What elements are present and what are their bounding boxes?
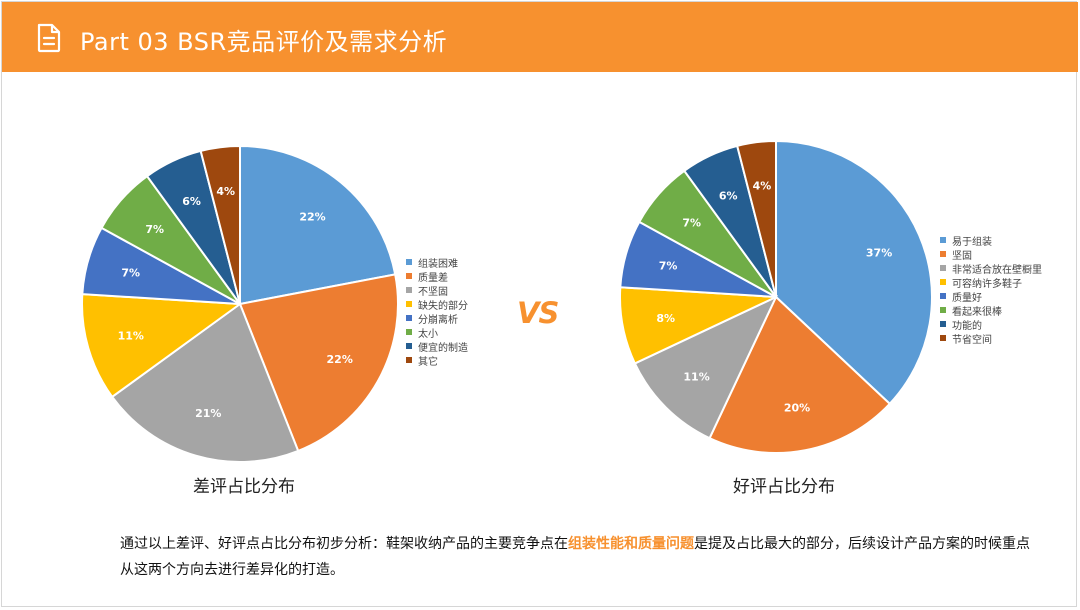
legend-item: 功能的 bbox=[940, 317, 1042, 332]
legend-label: 分崩离析 bbox=[418, 314, 458, 326]
legend-swatch bbox=[406, 357, 412, 363]
legend-item: 坚固 bbox=[940, 247, 1042, 262]
pie-slice bbox=[239, 144, 397, 306]
slice-label: 4% bbox=[753, 180, 772, 193]
legend-swatch bbox=[406, 301, 412, 307]
legend-label: 质量差 bbox=[418, 272, 448, 284]
legend-item: 质量好 bbox=[940, 289, 1042, 304]
legend-item: 易于组装 bbox=[940, 233, 1042, 248]
legend-label: 功能的 bbox=[952, 320, 982, 332]
legend-swatch bbox=[406, 315, 412, 321]
legend-swatch bbox=[406, 287, 412, 293]
slice-label: 6% bbox=[182, 195, 201, 208]
legend-item: 分崩离析 bbox=[406, 311, 468, 326]
legend-item: 非常适合放在壁橱里 bbox=[940, 261, 1042, 276]
slice-label: 37% bbox=[866, 246, 892, 259]
slice-label: 11% bbox=[683, 370, 709, 383]
legend-item: 便宜的制造 bbox=[406, 339, 468, 354]
legend-swatch bbox=[940, 251, 946, 257]
vs-label: VS bbox=[517, 296, 559, 330]
legend-label: 质量好 bbox=[952, 292, 982, 304]
pie-slice bbox=[735, 139, 777, 298]
legend-swatch bbox=[940, 307, 946, 313]
chart-caption-positive: 好评占比分布 bbox=[733, 477, 835, 497]
legend-label: 易于组装 bbox=[952, 236, 992, 248]
header-bar: Part 03 BSR竞品评价及需求分析 bbox=[2, 2, 1078, 72]
legend-swatch bbox=[406, 329, 412, 335]
legend-label: 坚固 bbox=[952, 250, 972, 262]
pie-slice bbox=[199, 144, 241, 305]
legend-swatch bbox=[406, 273, 412, 279]
pie-slice bbox=[775, 139, 933, 406]
pie-slice bbox=[238, 273, 399, 453]
slice-label: 20% bbox=[784, 401, 810, 414]
legend-label: 非常适合放在壁橱里 bbox=[952, 264, 1042, 276]
summary-highlight: 组装性能和质量问题 bbox=[568, 536, 694, 552]
slice-label: 11% bbox=[118, 330, 144, 343]
legend-item: 太小 bbox=[406, 325, 468, 340]
slice-label: 7% bbox=[121, 266, 140, 279]
legend-item: 组装困难 bbox=[406, 255, 468, 270]
legend-label: 节省空间 bbox=[952, 334, 992, 346]
slice-label: 21% bbox=[195, 407, 221, 420]
slice-label: 22% bbox=[327, 353, 353, 366]
legend-swatch bbox=[940, 321, 946, 327]
summary-after: 是提及占比最大的部分，后续设计产品方案的时候重点从这两个方向去进行差异化的打造。 bbox=[120, 536, 1030, 578]
legend-swatch bbox=[406, 343, 412, 349]
legend-label: 缺失的部分 bbox=[418, 300, 468, 312]
slice-label: 7% bbox=[659, 260, 678, 273]
legend-item: 其它 bbox=[406, 353, 468, 368]
legend-item: 看起来很棒 bbox=[940, 303, 1042, 318]
page-title: Part 03 BSR竞品评价及需求分析 bbox=[80, 28, 448, 56]
chart-caption-negative: 差评占比分布 bbox=[193, 477, 295, 497]
legend-positive: 易于组装坚固非常适合放在壁橱里 可容纳许多鞋子 质量好看起来很棒功能的节省空间 bbox=[940, 233, 1042, 346]
legend-swatch bbox=[406, 259, 412, 265]
legend-swatch bbox=[940, 237, 946, 243]
pie-slice bbox=[633, 294, 779, 440]
slice-label: 6% bbox=[719, 189, 738, 202]
legend-negative: 组装困难质量差不坚固缺失的部分分崩离析太小便宜的制造其它 bbox=[406, 255, 468, 368]
legend-item: 缺失的部分 bbox=[406, 297, 468, 312]
summary-before: 通过以上差评、好评点占比分布初步分析：鞋架收纳产品的主要竞争点在 bbox=[120, 536, 568, 552]
legend-swatch bbox=[940, 279, 946, 285]
legend-item: 质量差 bbox=[406, 269, 468, 284]
legend-swatch bbox=[940, 335, 946, 341]
pie-slice bbox=[81, 293, 243, 399]
legend-item: 可容纳许多鞋子 bbox=[940, 275, 1042, 290]
legend-item: 节省空间 bbox=[940, 331, 1042, 346]
legend-label: 其它 bbox=[418, 356, 438, 368]
slice-label: 8% bbox=[656, 312, 675, 325]
legend-label: 看起来很棒 bbox=[952, 306, 1002, 318]
legend-swatch bbox=[940, 265, 946, 271]
summary-text: 通过以上差评、好评点占比分布初步分析：鞋架收纳产品的主要竞争点在组装性能和质量问… bbox=[120, 531, 1040, 583]
slice-label: 22% bbox=[299, 210, 325, 223]
legend-label: 不坚固 bbox=[418, 286, 448, 298]
document-icon bbox=[37, 23, 61, 53]
pie-slice bbox=[708, 295, 892, 454]
legend-item: 不坚固 bbox=[406, 283, 468, 298]
slice-label: 7% bbox=[682, 217, 701, 230]
legend-label: 可容纳许多鞋子 bbox=[952, 278, 1022, 290]
legend-label: 太小 bbox=[418, 328, 438, 340]
legend-label: 便宜的制造 bbox=[418, 342, 468, 354]
pie-slice bbox=[110, 302, 300, 463]
legend-label: 组装困难 bbox=[418, 258, 458, 270]
slice-label: 4% bbox=[216, 185, 235, 198]
slice-label: 7% bbox=[145, 223, 164, 236]
legend-swatch bbox=[940, 293, 946, 299]
